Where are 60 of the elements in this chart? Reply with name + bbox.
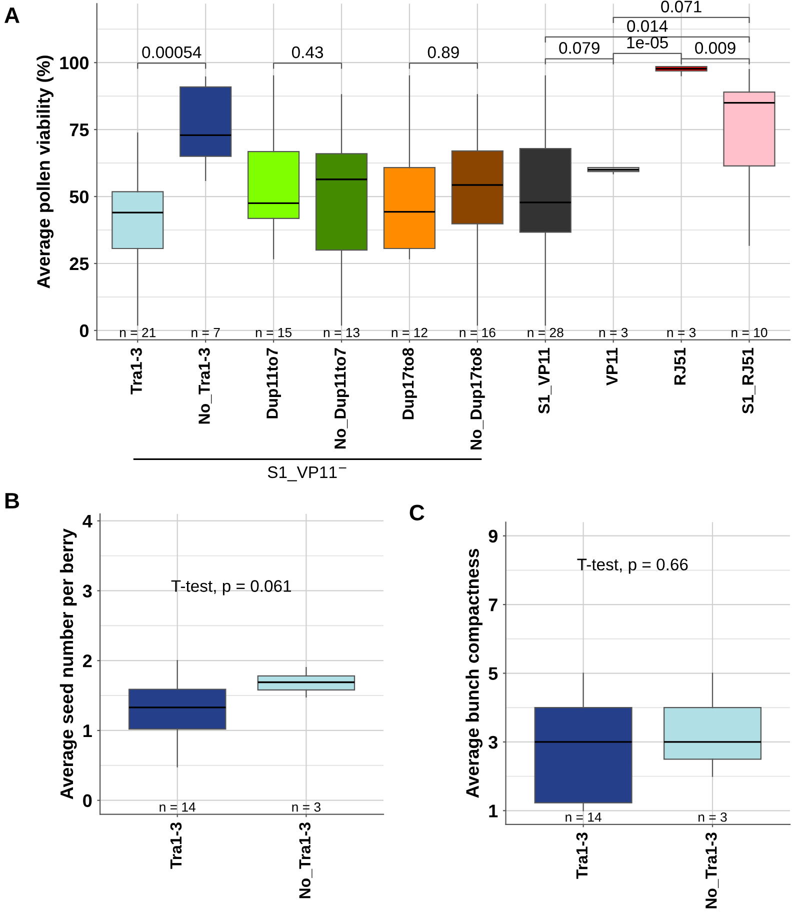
chart-title: B [5,493,20,508]
y-tick-label: 75 [70,124,89,136]
x-tick-label: Dup11to7 [266,348,281,418]
annotation: n = 3 [667,328,696,338]
y-tick-label: 0 [80,324,88,338]
y-tick-label: 100 [60,56,88,70]
y-axis-title: Average seed number per berry [60,528,77,800]
annotation: n = 12 [392,328,428,338]
x-tick-label: S1_RJ51 [742,348,756,414]
annotation: n = 21 [120,328,156,338]
chart-title: A [4,8,20,23]
x-tick-label: RJ51 [674,348,686,385]
y-tick-label: 3 [82,584,92,598]
x-tick-label: No_Dup17to8 [470,348,485,450]
x-tick-label: Dup17to8 [402,348,417,420]
annotation: T-test, p = 0.66 [577,558,688,574]
y-tick-label: 2 [82,654,92,668]
y-axis-title: Average pollen viability (%) [36,56,54,288]
annotation: T-test, p = 0.061 [171,580,292,596]
annotation: n = 3 [698,812,727,822]
x-tick-label: Tra1-3 [170,822,182,869]
x-tick-label: VP11 [606,348,618,386]
annotation: 0.43 [292,46,324,58]
y-tick-label: 25 [70,257,89,270]
y-tick-label: 1 [84,724,92,738]
y-tick-label: 1 [489,804,498,818]
x-tick-label: No_Tra1-3 [705,832,719,908]
annotation: 0.009 [695,42,736,54]
x-tick-label: No_Tra1-3 [198,348,212,424]
annotation: n = 14 [566,812,602,822]
annotation: n = 14 [160,802,196,812]
annotation: n = 3 [599,328,628,338]
y-tick-label: 3 [488,736,498,749]
y-tick-label: 9 [488,530,498,543]
x-tick-label: S1_VP11 [538,348,552,414]
annotation: n = 10 [732,328,768,338]
x-tick-label: No_Tra1-3 [299,822,312,898]
y-tick-label: 5 [488,667,498,680]
annotation: n = 13 [324,328,360,338]
annotation: 1e-05 [627,36,668,48]
y-tick-label: 4 [82,514,92,528]
annotation: 0.071 [661,0,702,12]
y-tick-label: 50 [70,190,88,204]
annotation: n = 28 [528,328,564,338]
text: S1_VP11$^{−}$ [268,466,346,482]
annotation: 0.014 [627,20,668,32]
annotation: n = 15 [256,328,292,338]
x-tick-label: Tra1-3 [130,348,142,394]
annotation: 0.00054 [142,46,202,58]
annotation: n = 16 [460,328,496,338]
annotation: 0.89 [428,46,459,58]
annotation: 0.079 [559,42,600,54]
annotation: n = 3 [292,802,320,812]
chart-title: C [410,504,424,521]
y-tick-label: 7 [488,598,498,612]
x-tick-label: No_Dup11to7 [334,348,349,448]
y-axis-title: Average bunch compactness [466,548,483,798]
y-tick-label: 0 [83,794,92,808]
x-tick-label: Tra1-3 [576,832,588,879]
annotation: n = 7 [192,328,220,338]
